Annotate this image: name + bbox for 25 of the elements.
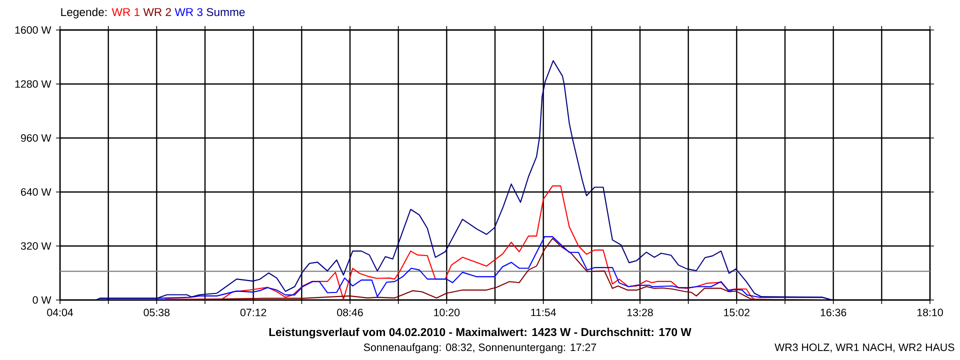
x-tick-label: 11:54 — [531, 308, 556, 316]
x-tick-label: 18:10 — [917, 308, 943, 316]
text: Sonnenaufgang: 08:32, Sonnenuntergang: 17:27 — [364, 343, 596, 354]
x-tick-label: 07:12 — [240, 308, 266, 316]
y-tick-label: 1280 W — [15, 80, 52, 88]
line-series — [95, 60, 833, 300]
y-tick-label: 0 W — [32, 296, 52, 304]
y-tick-label: 640 W — [21, 188, 52, 196]
x-tick-label: 04:04 — [47, 308, 74, 316]
legend-title: Legende: — [61, 8, 107, 18]
y-tick-label: 960 W — [20, 134, 52, 142]
x-tick-label: 05:38 — [144, 308, 170, 316]
x-tick-label: 15:02 — [724, 308, 750, 316]
text: Summe — [206, 8, 245, 16]
y-tick-label: 320 W — [20, 242, 52, 250]
text: WR 3 — [174, 8, 203, 16]
x-tick-label: 10:20 — [434, 308, 460, 316]
x-tick-label: 16:36 — [820, 308, 846, 316]
x-tick-label: 13:28 — [627, 308, 653, 316]
text: WR 1 — [112, 8, 140, 16]
x-tick-label: 08:46 — [337, 308, 363, 316]
text: Leistungsverlauf vom 04.02.2010 - Maximalwert: 1423 W - Durchschnitt: 170 W — [269, 328, 692, 338]
text: WR 2 — [143, 8, 171, 16]
text: WR3 HOLZ, WR1 NACH, WR2 HAUS — [774, 344, 954, 352]
y-tick-label: 1600 W — [15, 26, 52, 34]
